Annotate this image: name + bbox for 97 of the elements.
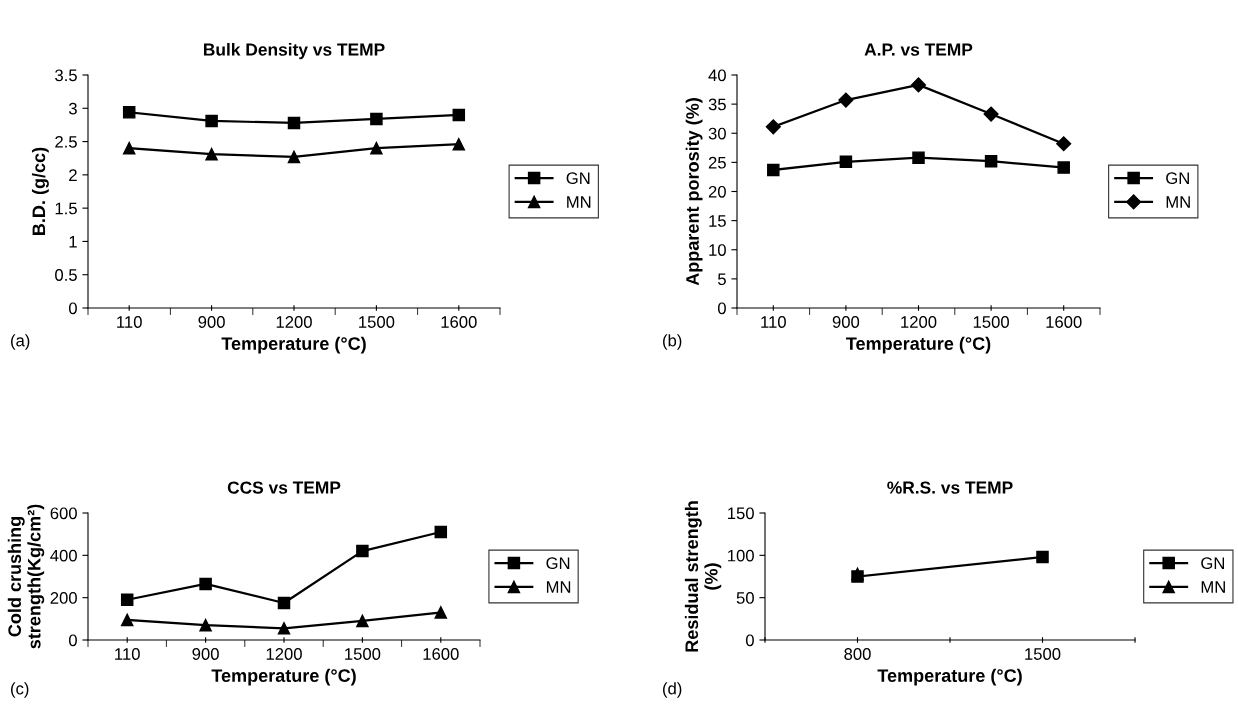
x-tick-label: 900 [198, 316, 225, 328]
text: (d) [663, 682, 682, 698]
legend-label: GN [1166, 172, 1189, 185]
point [205, 114, 218, 128]
chart-title: %R.S. vs TEMP [887, 481, 1013, 494]
point [910, 77, 927, 93]
y-tick-label: 25 [708, 156, 726, 169]
point [1056, 136, 1072, 152]
y-tick-label: 200 [50, 592, 77, 604]
x-tick-label: 900 [832, 316, 860, 328]
text: (a) [11, 334, 30, 350]
x-tick-label: 1500 [345, 648, 381, 660]
point [287, 150, 301, 164]
point [199, 577, 212, 591]
point [356, 544, 369, 558]
y-tick-label: 0.5 [55, 269, 77, 281]
y-tick-label: 35 [708, 98, 726, 111]
x-tick-label: 1200 [901, 316, 937, 328]
y-tick-label: 1.5 [55, 202, 77, 215]
y-tick-label: 10 [709, 244, 726, 256]
text: (c) [11, 682, 29, 698]
y-tick-label: 150 [728, 507, 754, 520]
point [1057, 161, 1070, 174]
legend-label: GN [546, 557, 570, 570]
y-tick-label: 0 [68, 634, 77, 647]
point [838, 92, 854, 108]
y-tick-label: 3 [68, 102, 77, 115]
point [1036, 550, 1049, 564]
y-tick-label: 0 [68, 302, 77, 315]
y-tick-label: 30 [708, 127, 726, 140]
y-tick-label: 3.5 [55, 69, 77, 82]
legend-label: GN [1201, 557, 1225, 570]
y-tick-label: 100 [728, 549, 754, 562]
point [434, 525, 448, 539]
point [370, 112, 383, 126]
legend-label: GN [566, 172, 590, 185]
point [120, 593, 134, 607]
y-tick-label: 2 [69, 169, 77, 181]
y-axis-title: Apparent porosity (%) [685, 98, 703, 286]
x-axis-title: Temperature (°C) [221, 336, 366, 354]
point [983, 106, 999, 122]
point [287, 116, 301, 130]
y-tick-label: 50 [736, 592, 754, 604]
point [452, 137, 466, 151]
x-axis-title: Temperature (°C) [211, 668, 356, 686]
point [122, 141, 136, 155]
text: (b) [663, 334, 682, 350]
chart-title: Bulk Density vs TEMP [203, 42, 385, 60]
x-tick-label: 1600 [1046, 316, 1082, 328]
y-tick-label: 40 [708, 69, 726, 82]
point [765, 119, 781, 135]
y-axis-title: B.D. (g/cc) [31, 147, 49, 235]
y-tick-label: 0 [717, 302, 726, 315]
point [120, 613, 134, 627]
x-tick-label: 1600 [441, 316, 477, 328]
x-tick-label: 110 [115, 648, 140, 660]
point [452, 108, 466, 122]
y-tick-label: 15 [709, 215, 726, 227]
x-tick-label: 1600 [423, 648, 459, 660]
point [370, 141, 383, 155]
x-axis-title: Temperature (°C) [846, 336, 991, 354]
y-tick-label: 1 [69, 236, 77, 248]
x-tick-label: 1200 [276, 316, 312, 328]
point [205, 147, 218, 161]
y-tick-label: 600 [50, 507, 77, 520]
point [122, 106, 136, 119]
x-tick-label: 110 [761, 316, 786, 328]
x-tick-label: 1500 [1025, 648, 1061, 660]
point [277, 596, 291, 610]
x-axis-title: Temperature (°C) [877, 668, 1022, 686]
y-tick-label: 5 [717, 273, 726, 286]
x-tick-label: 800 [844, 648, 871, 660]
y-tick-label: 400 [50, 549, 77, 562]
legend-label: MN [567, 196, 591, 208]
point [912, 151, 925, 164]
y-axis-title: Cold crushing strength(Kg/cm²) [7, 504, 45, 649]
y-axis-title: Residual strength (%) [684, 501, 722, 652]
x-tick-label: 900 [192, 648, 219, 660]
x-tick-label: 1500 [973, 316, 1009, 328]
y-tick-label: 0 [745, 634, 754, 647]
x-tick-label: 110 [117, 316, 142, 328]
x-tick-label: 1500 [359, 316, 395, 328]
point [277, 622, 291, 635]
chart-title: A.P. vs TEMP [864, 43, 973, 56]
point [767, 163, 780, 177]
legend-label: MN [546, 581, 571, 593]
x-tick-label: 1200 [266, 648, 302, 660]
y-tick-label: 20 [708, 185, 726, 198]
point [984, 154, 998, 168]
y-tick-label: 2.5 [55, 135, 77, 148]
chart-title: CCS vs TEMP [227, 481, 341, 494]
legend-label: MN [1201, 581, 1225, 593]
point [434, 606, 448, 619]
point [356, 614, 369, 628]
legend-label: MN [1166, 196, 1190, 208]
point [199, 618, 212, 632]
point [839, 155, 853, 169]
